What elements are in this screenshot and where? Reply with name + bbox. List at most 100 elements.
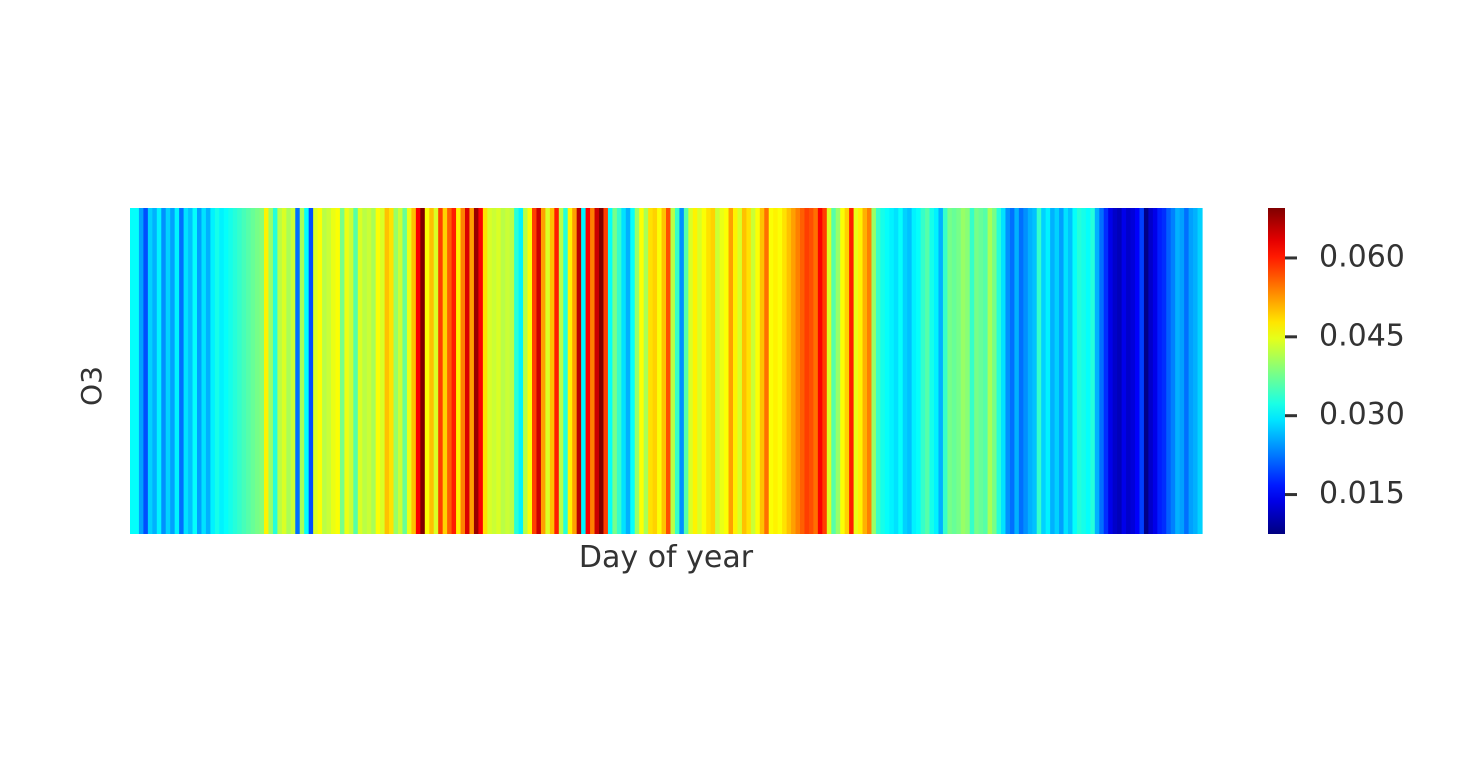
heatmap-cell bbox=[451, 208, 457, 534]
heatmap-cell bbox=[1166, 208, 1172, 534]
heatmap-cell bbox=[951, 208, 957, 534]
heatmap-cell bbox=[290, 208, 296, 534]
heatmap-cell bbox=[992, 208, 998, 534]
heatmap-cell bbox=[344, 208, 350, 534]
heatmap-cell bbox=[295, 208, 301, 534]
heatmap-cell bbox=[228, 208, 234, 534]
heatmap-cell bbox=[219, 208, 225, 534]
heatmap-cell bbox=[1076, 208, 1082, 534]
heatmap-cell bbox=[567, 208, 573, 534]
heatmap-cell bbox=[478, 208, 484, 534]
heatmap-cell bbox=[585, 208, 591, 534]
heatmap-cell bbox=[965, 208, 971, 534]
heatmap-cell bbox=[1117, 208, 1123, 534]
heatmap-cell bbox=[357, 208, 363, 534]
heatmap-cell bbox=[630, 208, 636, 534]
heatmap-cell bbox=[782, 208, 788, 534]
heatmap-cell bbox=[482, 208, 488, 534]
heatmap-cell bbox=[523, 208, 529, 534]
heatmap-cell bbox=[916, 208, 922, 534]
y-axis-label: O3 bbox=[75, 366, 108, 406]
heatmap-cell bbox=[232, 208, 238, 534]
x-axis-label: Day of year bbox=[579, 540, 754, 575]
heatmap-cell bbox=[616, 208, 622, 534]
heatmap-cell bbox=[1179, 208, 1185, 534]
heatmap-cell bbox=[134, 208, 140, 534]
heatmap-cell bbox=[1188, 208, 1194, 534]
heatmap-cell bbox=[701, 208, 707, 534]
heatmap-cell bbox=[161, 208, 167, 534]
heatmap-cell bbox=[438, 208, 444, 534]
heatmap-cell bbox=[331, 208, 337, 534]
heatmap-cell bbox=[581, 208, 587, 534]
heatmap-cell bbox=[223, 208, 229, 534]
heatmap-cell bbox=[277, 208, 283, 534]
heatmap-cell bbox=[862, 208, 868, 534]
colorbar-ticks: 0.015 0.030 0.045 0.060 bbox=[1285, 239, 1405, 511]
heatmap-cell bbox=[563, 208, 569, 534]
heatmap-cell bbox=[826, 208, 832, 534]
heatmap-cell bbox=[268, 208, 274, 534]
heatmap-cell bbox=[719, 208, 725, 534]
heatmap-cell bbox=[576, 208, 582, 534]
heatmap-cell bbox=[724, 208, 730, 534]
heatmap-cell bbox=[393, 208, 399, 534]
heatmap-cell bbox=[1059, 208, 1065, 534]
heatmap-cell bbox=[1085, 208, 1091, 534]
heatmap-cell bbox=[1014, 208, 1020, 534]
heatmap-cell bbox=[246, 208, 252, 534]
heatmap-cell bbox=[1023, 208, 1029, 534]
heatmap-cell bbox=[661, 208, 667, 534]
heatmap-cell bbox=[473, 208, 479, 534]
heatmap-cell bbox=[1139, 208, 1145, 534]
heatmap-cell bbox=[138, 208, 144, 534]
heatmap-cell bbox=[514, 208, 520, 534]
heatmap-cell bbox=[621, 208, 627, 534]
heatmap-cell bbox=[197, 208, 203, 534]
heatmap-cell bbox=[540, 208, 546, 534]
heatmap-cell bbox=[858, 208, 864, 534]
heatmap-cell bbox=[893, 208, 899, 534]
heatmap-cell bbox=[800, 208, 806, 534]
heatmap-cell bbox=[1094, 208, 1100, 534]
heatmap-cell bbox=[500, 208, 506, 534]
heatmap-cell bbox=[339, 208, 345, 534]
heatmap-cell bbox=[902, 208, 908, 534]
heatmap-cell bbox=[733, 208, 739, 534]
heatmap-cell bbox=[174, 208, 180, 534]
heatmap-cell bbox=[764, 208, 770, 534]
heatmap-cell bbox=[1148, 208, 1154, 534]
heatmap-cell bbox=[768, 208, 774, 534]
heatmap-cell bbox=[335, 208, 341, 534]
heatmap-cell bbox=[1045, 208, 1051, 534]
heatmap-cell bbox=[934, 208, 940, 534]
heatmap-cell bbox=[371, 208, 377, 534]
heatmap-cell bbox=[1090, 208, 1096, 534]
heatmap-cell bbox=[706, 208, 712, 534]
heatmap-cell bbox=[1099, 208, 1105, 534]
heatmap-cell bbox=[688, 208, 694, 534]
heatmap-cell bbox=[1054, 208, 1060, 534]
heatmap-cell bbox=[674, 208, 680, 534]
heatmap-cell bbox=[755, 208, 761, 534]
heatmap-cell bbox=[746, 208, 752, 534]
heatmap-cell bbox=[599, 208, 605, 534]
heatmap-cell bbox=[424, 208, 430, 534]
heatmap-cell bbox=[1050, 208, 1056, 534]
heatmap-cell bbox=[389, 208, 395, 534]
heatmap-cell bbox=[259, 208, 265, 534]
heatmap-cell bbox=[773, 208, 779, 534]
heatmap-cell bbox=[201, 208, 207, 534]
heatmap-cell bbox=[813, 208, 819, 534]
heatmap-cell bbox=[1126, 208, 1132, 534]
heatmap-cell bbox=[1175, 208, 1181, 534]
heatmap-cell bbox=[871, 208, 877, 534]
heatmap-cell bbox=[469, 208, 475, 534]
heatmap-cell bbox=[956, 208, 962, 534]
heatmap-cell bbox=[875, 208, 881, 534]
heatmap-cell bbox=[938, 208, 944, 534]
heatmap-cell bbox=[898, 208, 904, 534]
heatmap-cell bbox=[849, 208, 855, 534]
heatmap-cells bbox=[130, 208, 1203, 534]
heatmap-cell bbox=[880, 208, 886, 534]
